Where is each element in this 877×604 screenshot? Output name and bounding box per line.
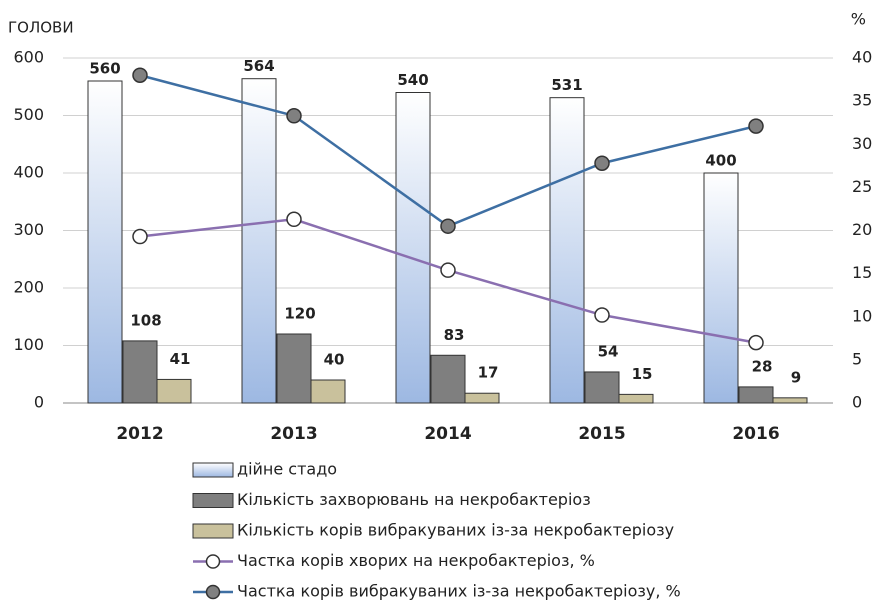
marker <box>594 155 610 171</box>
y2-tick-label: 20 <box>852 220 872 239</box>
bar <box>430 354 466 404</box>
y2-axis-label: % <box>851 10 866 29</box>
bar <box>584 371 620 404</box>
data-label: 28 <box>752 357 773 375</box>
y2-tick-label: 0 <box>852 393 862 412</box>
x-tick-label: 2014 <box>424 424 471 444</box>
bar <box>772 397 808 404</box>
data-label: 400 <box>705 152 736 170</box>
bar <box>122 340 158 404</box>
bar <box>738 386 774 404</box>
data-label: 120 <box>284 305 315 323</box>
bar <box>87 80 123 404</box>
y2-tick-label: 10 <box>852 306 872 325</box>
data-label: 531 <box>551 76 582 94</box>
y-tick-label: 200 <box>13 278 44 297</box>
legend-label: Кількість корів вибракуваних із-за некро… <box>237 521 674 540</box>
y-axis-label: ГОЛОВИ <box>8 19 74 37</box>
x-tick-label: 2016 <box>732 424 779 444</box>
legend-swatch <box>192 523 234 539</box>
marker <box>132 228 148 245</box>
legend-swatch <box>192 462 234 478</box>
bar <box>703 172 739 404</box>
y2-tick-label: 40 <box>852 48 872 67</box>
data-label: 108 <box>130 311 161 329</box>
legend-marker <box>205 584 221 600</box>
marker <box>748 118 764 134</box>
legend-label: Кількість захворювань на некробактеріоз <box>237 490 591 509</box>
data-label: 41 <box>170 350 191 368</box>
legend-label: Частка корів вибракуваних із-за некробак… <box>237 582 681 601</box>
data-label: 9 <box>791 368 801 386</box>
bar <box>276 333 312 404</box>
legend-marker <box>205 554 221 569</box>
legend-label: Частка корів хворих на некробактеріоз, % <box>237 551 595 570</box>
y-tick-label: 0 <box>34 393 44 412</box>
marker <box>286 108 302 124</box>
bar <box>395 92 431 404</box>
marker <box>286 211 302 228</box>
y2-tick-label: 25 <box>852 177 872 196</box>
x-tick-label: 2013 <box>270 424 317 444</box>
data-label: 15 <box>632 365 653 383</box>
bar <box>549 97 585 404</box>
y-tick-label: 300 <box>13 220 44 239</box>
legend-swatch <box>192 493 234 508</box>
y2-tick-label: 15 <box>852 263 872 282</box>
bar <box>464 392 500 404</box>
marker <box>748 334 764 351</box>
bar <box>618 393 654 404</box>
data-label: 40 <box>324 351 345 369</box>
y-tick-label: 400 <box>13 163 44 182</box>
data-label: 17 <box>478 364 499 382</box>
y2-tick-label: 5 <box>852 349 862 368</box>
bar <box>241 78 277 404</box>
legend-label: дійне стадо <box>237 460 337 479</box>
marker <box>594 307 610 323</box>
data-label: 54 <box>598 342 619 360</box>
y-tick-label: 600 <box>13 48 44 67</box>
bar <box>310 379 346 404</box>
line <box>139 74 757 228</box>
x-tick-label: 2015 <box>578 424 625 444</box>
y-tick-label: 500 <box>13 105 44 124</box>
y2-tick-label: 30 <box>852 134 872 153</box>
y2-tick-label: 35 <box>852 91 872 110</box>
data-label: 560 <box>89 60 120 78</box>
marker <box>440 262 456 278</box>
x-tick-label: 2012 <box>116 424 163 444</box>
data-label: 564 <box>243 57 274 75</box>
marker <box>440 218 456 234</box>
bar <box>156 378 192 404</box>
line <box>139 218 757 344</box>
data-label: 83 <box>444 326 465 344</box>
y-tick-label: 100 <box>13 335 44 354</box>
data-label: 540 <box>397 71 428 89</box>
marker <box>132 67 148 83</box>
